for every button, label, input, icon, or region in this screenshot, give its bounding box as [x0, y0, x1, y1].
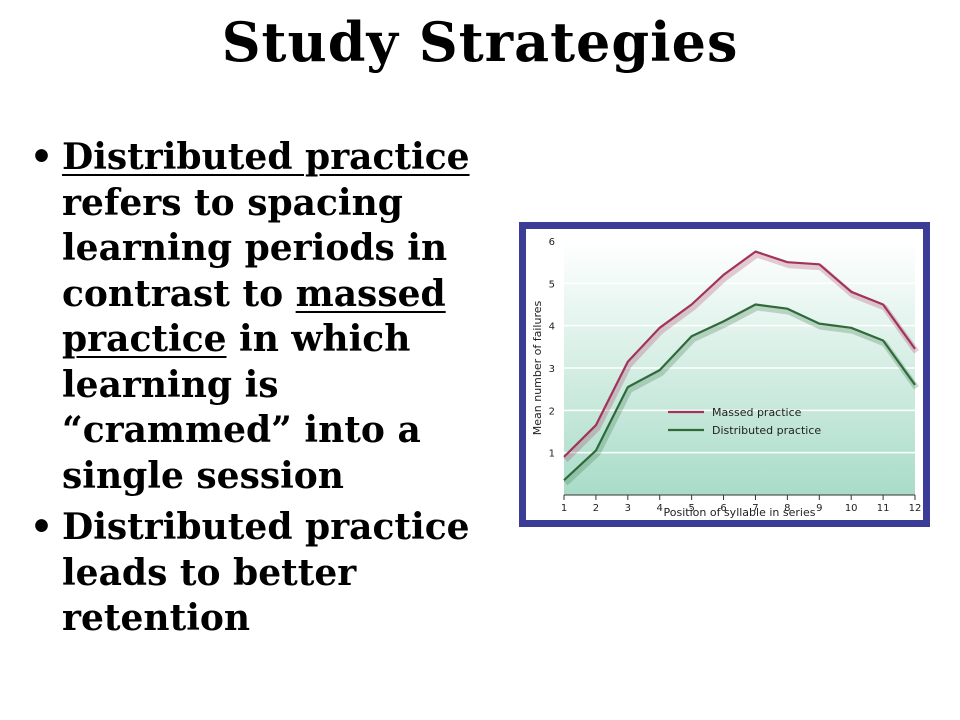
massed-practice-line	[563, 250, 916, 458]
y-tick-label: 5	[549, 279, 555, 290]
x-axis-label: Position of syllable in series	[664, 506, 816, 519]
y-tick-label: 6	[549, 237, 555, 248]
x-tick-label: 1	[561, 503, 567, 514]
x-tick-label: 5	[688, 503, 694, 514]
bullet-text-1: refers to spacing learning periods in co…	[62, 181, 448, 315]
bullet-distributed-definition: Distributed practice refers to spacing l…	[30, 135, 505, 499]
x-tick-label: 9	[816, 503, 822, 514]
slide-title: Study Strategies	[221, 10, 739, 74]
distributed-practice-line	[563, 303, 916, 482]
x-tick-label: 11	[877, 503, 890, 514]
y-axis-label: Mean number of failures	[531, 301, 544, 436]
legend-label-massed-practice: Massed practice	[712, 406, 802, 419]
x-tick-label: 4	[657, 503, 663, 514]
x-tick-label: 6	[720, 503, 726, 514]
x-tick-label: 3	[625, 503, 631, 514]
y-tick-label: 1	[549, 449, 555, 460]
bullet-text-2: in which learning is “crammed” into a si…	[62, 318, 421, 497]
y-tick-label: 4	[549, 322, 555, 333]
distributed-practice-line-shadow	[563, 304, 919, 486]
term-massed-practice: massed practice	[62, 272, 446, 361]
massed-practice-line-shadow	[563, 251, 919, 463]
y-tick-label: 3	[549, 364, 555, 375]
x-tick-label: 7	[752, 503, 758, 514]
y-tick-label: 2	[549, 406, 555, 417]
x-tick-label: 12	[909, 503, 922, 514]
bullet-retention: Distributed practice leads to better ret…	[30, 505, 505, 642]
x-tick-label: 10	[845, 503, 858, 514]
x-tick-label: 8	[784, 503, 790, 514]
term-distributed-practice: Distributed practice	[62, 136, 470, 178]
x-tick-label: 2	[593, 503, 599, 514]
bullet-list: Distributed practice refers to spacing l…	[30, 135, 505, 648]
legend-label-distributed-practice: Distributed practice	[712, 424, 821, 437]
